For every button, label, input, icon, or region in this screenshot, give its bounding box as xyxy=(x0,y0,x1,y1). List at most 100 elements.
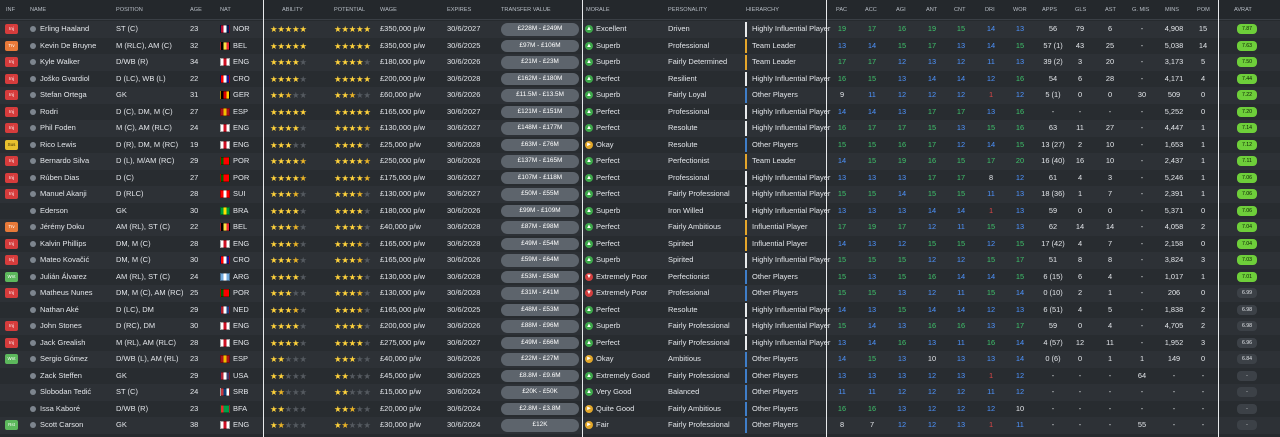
table-row[interactable]: Inj Phil Foden M (C), AM (RLC) 24 ENG ★★★★★ ★★… xyxy=(0,120,1280,137)
inf-badge[interactable]: Sus xyxy=(5,139,18,150)
inf-badge[interactable]: Rst xyxy=(5,420,18,430)
inf-badge[interactable]: Inj xyxy=(5,337,18,348)
inf-badge[interactable]: Inj xyxy=(5,288,18,298)
player-icon[interactable] xyxy=(30,125,36,131)
col-header-ability[interactable]: ABILITY xyxy=(282,7,303,13)
player-icon[interactable] xyxy=(30,356,36,362)
col-header-acc[interactable]: ACC xyxy=(865,7,877,13)
table-row[interactable]: Slobodan Tedić ST (C) 24 SRB ★★★★★ ★★★★★ £15,0… xyxy=(0,384,1280,401)
col-header-pom[interactable]: POM xyxy=(1197,7,1210,13)
inf-badge[interactable]: Inj xyxy=(5,24,18,34)
player-icon[interactable] xyxy=(30,422,36,428)
table-row[interactable]: Sus Rico Lewis D (R), DM, M (RC) 19 ENG ★★★★★… xyxy=(0,136,1280,153)
col-header-ast[interactable]: AST xyxy=(1105,7,1116,13)
col-header-expires[interactable]: EXPIRES xyxy=(447,7,472,13)
col-header-pac[interactable]: PAC xyxy=(836,7,848,13)
table-row[interactable]: Inj Matheus Nunes DM, M (C), AM (RC) 25 POR ★… xyxy=(0,285,1280,302)
player-icon[interactable] xyxy=(30,141,36,148)
player-morale: Perfect xyxy=(596,156,620,165)
player-icon[interactable] xyxy=(30,92,36,98)
col-header-apps[interactable]: APPS xyxy=(1042,7,1057,13)
inf-badge[interactable]: Inj xyxy=(5,189,18,199)
player-icon[interactable] xyxy=(30,323,36,329)
col-header-wage[interactable]: WAGE xyxy=(380,7,397,13)
player-icon[interactable] xyxy=(30,26,36,32)
col-header-wor[interactable]: WOR xyxy=(1013,7,1027,13)
table-row[interactable]: Wnt Julián Álvarez AM (RL), ST (C) 24 ARG ★★★… xyxy=(0,268,1280,285)
col-header-hierarchy[interactable]: HIERARCHY xyxy=(746,7,779,13)
table-row[interactable]: Inj Kyle Walker D/WB (R) 34 ENG ★★★★★ ★★★★★ £18… xyxy=(0,54,1280,71)
inf-badge[interactable]: Inj xyxy=(5,90,18,100)
player-icon[interactable] xyxy=(30,339,36,346)
player-icon[interactable] xyxy=(30,59,36,65)
table-row[interactable]: Inj Joško Gvardiol D (LC), WB (L) 22 CRO ★★★★… xyxy=(0,70,1280,87)
inf-badge[interactable]: Trv xyxy=(5,222,18,232)
player-icon[interactable] xyxy=(30,405,36,412)
player-icon[interactable] xyxy=(30,306,36,313)
table-row[interactable]: Inj Erling Haaland ST (C) 23 NOR ★★★★★ ★★★★★ £3… xyxy=(0,21,1280,38)
table-row[interactable]: Trv Kevin De Bruyne M (RLC), AM (C) 32 BEL ★★… xyxy=(0,37,1280,54)
table-row[interactable]: Wnt Sergio Gómez D/WB (L), AM (RL) 23 ESP ★★★… xyxy=(0,351,1280,368)
player-icon[interactable] xyxy=(30,158,36,164)
table-row[interactable]: Inj Bernardo Silva D (L), M/AM (RC) 29 POR ★★… xyxy=(0,153,1280,170)
player-icon[interactable] xyxy=(30,290,36,296)
table-row[interactable]: Nathan Aké D (LC), DM 29 NED ★★★★★ ★★★★★ £165,… xyxy=(0,301,1280,318)
col-header-personality[interactable]: PERSONALITY xyxy=(668,7,708,13)
inf-badge[interactable]: Inj xyxy=(5,123,18,133)
player-icon[interactable] xyxy=(30,108,36,115)
inf-badge[interactable]: Inj xyxy=(5,73,18,84)
player-icon[interactable] xyxy=(30,191,36,197)
col-header-morale[interactable]: MORALE xyxy=(586,7,610,13)
col-header-agi[interactable]: AGI xyxy=(896,7,906,13)
table-row[interactable]: Trv Jérémy Doku AM (RL), ST (C) 22 BEL ★★★★★ ★… xyxy=(0,219,1280,236)
col-header-position[interactable]: POSITION xyxy=(116,7,143,13)
player-icon[interactable] xyxy=(30,273,36,280)
col-header-age[interactable]: AGE xyxy=(190,7,202,13)
player-icon[interactable] xyxy=(30,240,36,247)
player-icon[interactable] xyxy=(30,224,36,230)
col-header-cnt[interactable]: CNT xyxy=(954,7,966,13)
col-header-inf[interactable]: INF xyxy=(6,7,16,13)
player-icon[interactable] xyxy=(30,257,36,263)
table-row[interactable]: Inj Manuel Akanji D (RLC) 28 SUI ★★★★★ ★★★★★ £1… xyxy=(0,186,1280,203)
table-row[interactable]: Zack Steffen GK 29 USA ★★★★★ ★★★★★ £45,000 p/w… xyxy=(0,367,1280,384)
inf-badge[interactable]: Inj xyxy=(5,321,18,331)
inf-badge[interactable]: Inj xyxy=(5,57,18,67)
col-header-transfer-value[interactable]: TRANSFER VALUE xyxy=(501,7,551,13)
table-row[interactable]: Inj Mateo Kovačić DM, M (C) 30 CRO ★★★★★ ★★★★★… xyxy=(0,252,1280,269)
player-icon[interactable] xyxy=(30,75,36,82)
player-icon[interactable] xyxy=(30,207,36,214)
inf-badge[interactable]: Inj xyxy=(5,172,18,183)
table-row[interactable]: Issa Kaboré D/WB (R) 23 BFA ★★★★★ ★★★★★ £20,00… xyxy=(0,400,1280,417)
col-header-gmis[interactable]: G. MIS xyxy=(1132,7,1150,13)
table-row[interactable]: Inj John Stones D (RC), DM 30 ENG ★★★★★ ★★★★★ £… xyxy=(0,318,1280,335)
table-row[interactable]: Inj Rúben Dias D (C) 27 POR ★★★★★ ★★★★★ £175,00… xyxy=(0,169,1280,186)
inf-badge[interactable]: Inj xyxy=(5,255,18,265)
attr-dri: 1 xyxy=(988,420,994,429)
inf-badge[interactable]: Wnt xyxy=(5,354,18,364)
col-header-nat[interactable]: NAT xyxy=(220,7,231,13)
table-row[interactable]: Inj Jack Grealish M (RL), AM (RLC) 28 ENG ★★★… xyxy=(0,334,1280,351)
table-row[interactable]: Rst Scott Carson GK 38 ENG ★★★★★ ★★★★★ £30,000 … xyxy=(0,417,1280,434)
col-header-potential[interactable]: POTENTIAL xyxy=(334,7,366,13)
col-header-ant[interactable]: ANT xyxy=(926,7,938,13)
inf-badge[interactable]: Inj xyxy=(5,106,18,117)
table-row[interactable]: Inj Kalvin Phillips DM, M (C) 28 ENG ★★★★★ ★★★… xyxy=(0,235,1280,252)
col-header-avrat[interactable]: AVRAT xyxy=(1234,7,1252,13)
col-header-gls[interactable]: GLS xyxy=(1075,7,1087,13)
col-header-mins[interactable]: MINS xyxy=(1165,7,1179,13)
player-icon[interactable] xyxy=(30,389,36,395)
table-row[interactable]: Inj Stefan Ortega GK 31 GER ★★★★★ ★★★★★ £60,000… xyxy=(0,87,1280,104)
player-icon[interactable] xyxy=(30,372,36,379)
player-icon[interactable] xyxy=(30,174,36,181)
table-row[interactable]: Ederson GK 30 BRA ★★★★★ ★★★★★ £180,000 p/w 30/6… xyxy=(0,202,1280,219)
col-header-dri[interactable]: DRI xyxy=(985,7,995,13)
inf-badge[interactable]: Wnt xyxy=(5,271,18,282)
player-icon[interactable] xyxy=(30,42,36,49)
table-row[interactable]: Inj Rodri D (C), DM, M (C) 27 ESP ★★★★★ ★★★★★ £… xyxy=(0,103,1280,120)
star-icon: ★ xyxy=(348,288,357,298)
inf-badge[interactable]: Trv xyxy=(5,40,18,51)
inf-badge[interactable]: Inj xyxy=(5,238,18,249)
col-header-name[interactable]: NAME xyxy=(30,7,47,13)
inf-badge[interactable]: Inj xyxy=(5,156,18,166)
